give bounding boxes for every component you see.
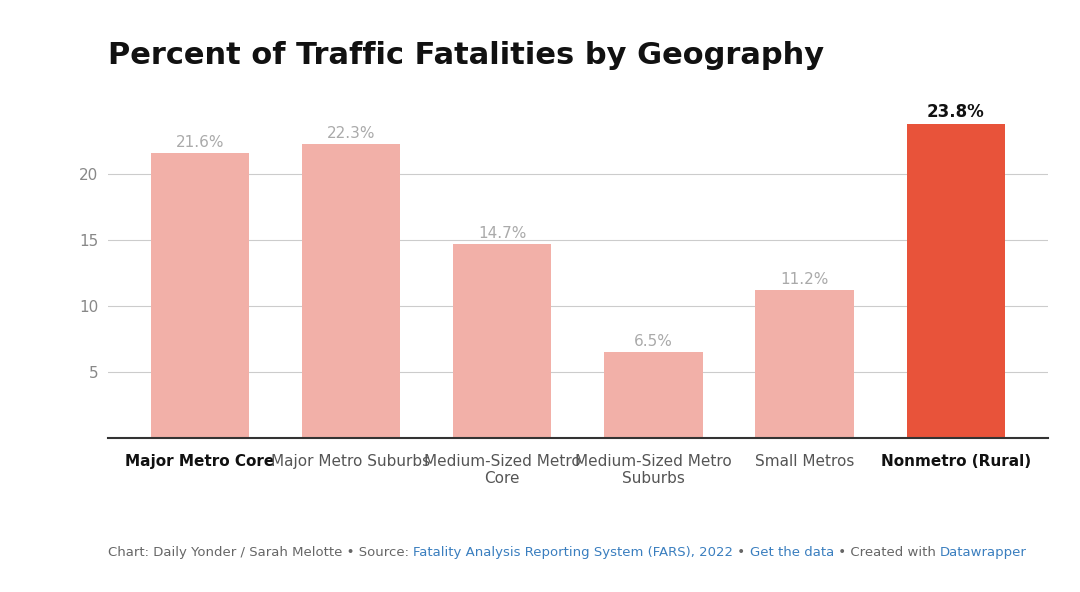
- Bar: [604, 352, 702, 438]
- Bar: [302, 144, 401, 438]
- Text: •: •: [733, 546, 750, 559]
- Bar: [906, 124, 1004, 438]
- Text: 23.8%: 23.8%: [927, 103, 985, 121]
- Text: Datawrapper: Datawrapper: [940, 546, 1027, 559]
- Text: Chart: Daily Yonder / Sarah Melotte • Source:: Chart: Daily Yonder / Sarah Melotte • So…: [108, 546, 414, 559]
- Bar: [454, 244, 552, 438]
- Text: 14.7%: 14.7%: [478, 226, 526, 241]
- Text: 11.2%: 11.2%: [781, 272, 828, 287]
- Text: • Created with: • Created with: [834, 546, 940, 559]
- Bar: [151, 153, 249, 438]
- Bar: [755, 291, 853, 438]
- Text: 21.6%: 21.6%: [176, 135, 224, 150]
- Text: 22.3%: 22.3%: [327, 126, 375, 141]
- Text: Fatality Analysis Reporting System (FARS), 2022: Fatality Analysis Reporting System (FARS…: [414, 546, 733, 559]
- Text: Percent of Traffic Fatalities by Geography: Percent of Traffic Fatalities by Geograp…: [108, 41, 824, 70]
- Text: Get the data: Get the data: [750, 546, 834, 559]
- Text: 6.5%: 6.5%: [634, 334, 673, 349]
